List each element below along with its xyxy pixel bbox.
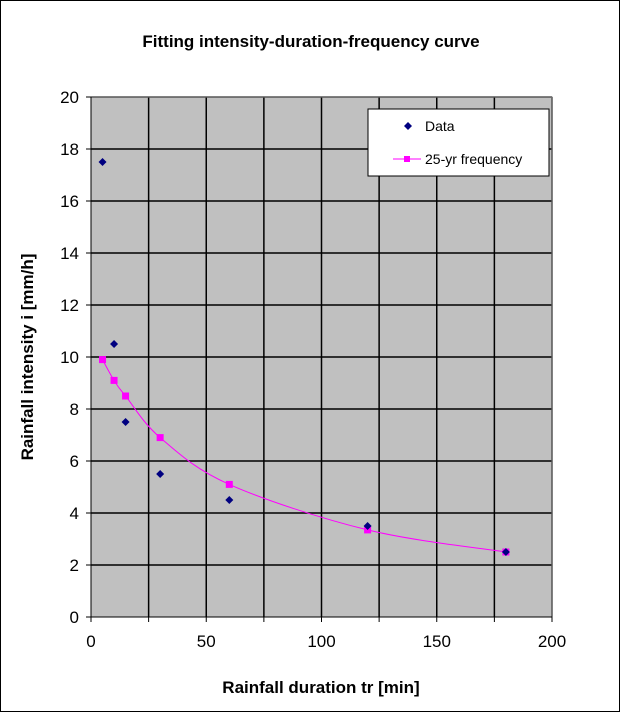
fit-point: [122, 392, 130, 400]
y-tick-label: 14: [60, 244, 79, 263]
x-axis-label: Rainfall duration tr [min]: [222, 678, 419, 697]
y-tick-label: 12: [60, 296, 79, 315]
x-tick-label: 100: [307, 632, 335, 651]
y-tick-label: 10: [60, 348, 79, 367]
y-axis-label: Rainfall intensity i [mm/h]: [18, 254, 37, 461]
x-tick-label: 150: [423, 632, 451, 651]
y-tick-label: 16: [60, 192, 79, 211]
x-tick-label: 200: [538, 632, 566, 651]
legend-label-data: Data: [425, 118, 455, 134]
data-point: [501, 548, 510, 556]
y-tick-label: 18: [60, 140, 79, 159]
y-tick-label: 8: [70, 400, 79, 419]
chart-title: Fitting intensity-duration-frequency cur…: [142, 32, 479, 51]
data-point: [363, 522, 372, 530]
y-tick-label: 20: [60, 88, 79, 107]
data-point: [98, 158, 107, 166]
legend-box: [367, 108, 550, 177]
fit-point: [110, 376, 118, 384]
y-tick-label: 4: [70, 504, 79, 523]
fit-point: [225, 480, 233, 488]
data-point: [110, 340, 119, 348]
data-point: [225, 496, 234, 504]
x-tick-label: 0: [86, 632, 95, 651]
data-point: [156, 470, 165, 478]
legend-diamond-icon: [404, 122, 412, 130]
legend-label-fit: 25-yr frequency: [425, 151, 522, 167]
x-tick-label: 50: [197, 632, 216, 651]
legend-square-icon: [404, 156, 410, 162]
fit-point: [99, 356, 107, 364]
series-layer: [98, 158, 510, 556]
legend: Data 25-yr frequency: [367, 108, 550, 177]
y-tick-label: 0: [70, 608, 79, 627]
y-tick-label: 6: [70, 452, 79, 471]
y-tick-label: 2: [70, 556, 79, 575]
data-point: [121, 418, 130, 426]
fit-point: [156, 434, 164, 442]
